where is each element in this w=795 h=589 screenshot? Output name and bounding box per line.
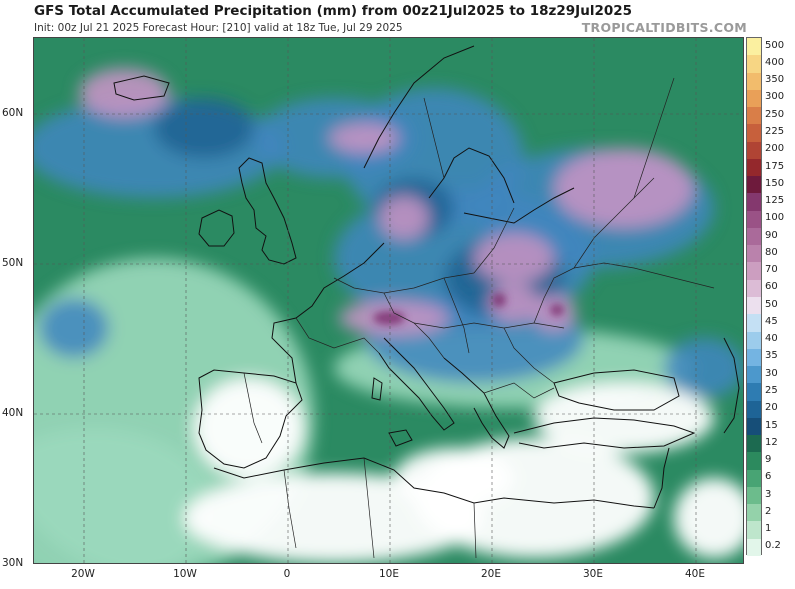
colorbar-level-label: 125 [765,195,785,207]
brand-watermark: TROPICALTIDBITS.COM [581,20,747,35]
colorbar-level-label: 15 [765,419,778,431]
colorbar-level-label: 200 [765,143,785,155]
map-subtitle: Init: 00z Jul 21 2025 Forecast Hour: [21… [34,22,403,34]
colorbar-level-label: 25 [765,384,778,396]
lon-label-30e: 30E [583,568,603,580]
lon-label-20e: 20E [481,568,501,580]
lat-label-60n: 60N [2,107,24,119]
lon-label-40e: 40E [685,568,705,580]
colorbar-swatch [747,245,761,263]
precip-colorbar [746,37,762,557]
colorbar-level-label: 40 [765,333,778,345]
colorbar-swatch [747,331,761,350]
colorbar-level-label: 12 [765,436,778,448]
colorbar-level-label: 60 [765,281,778,293]
colorbar-swatch [747,314,761,333]
colorbar-level-label: 9 [765,454,772,466]
precip-field [34,68,743,563]
colorbar-swatch [747,279,761,298]
colorbar-swatch [747,417,761,436]
colorbar-swatch [747,504,761,522]
colorbar-level-label: 6 [765,471,772,483]
lat-label-50n: 50N [2,257,24,269]
colorbar-level-label: 300 [765,91,785,103]
lon-label-0: 0 [283,568,291,580]
colorbar-level-label: 80 [765,246,778,258]
colorbar-swatch [747,176,761,194]
colorbar-swatch [747,400,761,419]
colorbar-swatch [747,72,761,91]
lon-label-10w: 10W [173,568,197,580]
colorbar-swatch [747,486,761,505]
colorbar-level-label: 1 [765,523,772,535]
colorbar-swatch [747,452,761,471]
colorbar-swatch [747,107,761,125]
colorbar-level-label: 2 [765,505,772,517]
coastlines [113,45,740,509]
lon-label-20w: 20W [71,568,95,580]
colorbar-swatch [747,38,761,56]
country-borders [243,77,715,559]
colorbar-level-label: 35 [765,350,778,362]
colorbar-swatch [747,158,761,177]
colorbar-level-label: 100 [765,212,785,224]
colorbar-level-label: 45 [765,315,778,327]
colorbar-swatch [747,124,761,143]
colorbar-swatch [747,348,761,367]
colorbar-swatch [747,89,761,108]
colorbar-level-label: 3 [765,488,772,500]
colorbar-level-label: 30 [765,367,778,379]
colorbar-swatch [747,193,761,212]
map-title: GFS Total Accumulated Precipitation (mm)… [34,3,633,19]
colorbar-swatch [747,521,761,540]
colorbar-level-label: 0.2 [765,540,781,552]
colorbar-swatch [747,366,761,384]
colorbar-level-label: 175 [765,160,785,172]
colorbar-level-label: 500 [765,39,785,51]
colorbar-swatch [747,297,761,315]
colorbar-swatch [747,227,761,246]
colorbar-swatch [747,210,761,229]
colorbar-swatch [747,262,761,281]
colorbar-swatch [747,538,761,557]
colorbar-swatch [747,383,761,402]
lat-label-40n: 40N [2,407,24,419]
colorbar-swatch [747,435,761,453]
colorbar-level-label: 150 [765,177,785,189]
precipitation-map [33,37,744,564]
colorbar-level-label: 350 [765,74,785,86]
colorbar-level-label: 50 [765,298,778,310]
colorbar-swatch [747,141,761,160]
colorbar-level-label: 400 [765,56,785,68]
colorbar-level-label: 225 [765,125,785,137]
colorbar-level-label: 250 [765,108,785,120]
colorbar-swatch [747,469,761,488]
colorbar-level-label: 70 [765,264,778,276]
colorbar-level-label: 20 [765,402,778,414]
colorbar-swatch [747,55,761,74]
graticule [34,38,743,563]
lon-label-10e: 10E [379,568,399,580]
colorbar-level-label: 90 [765,229,778,241]
lat-label-30n: 30N [2,557,24,569]
